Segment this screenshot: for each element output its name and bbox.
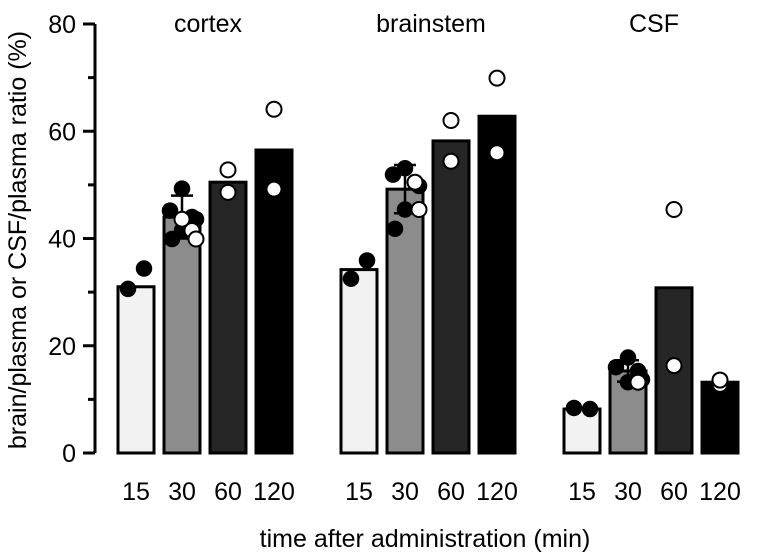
data-point-open <box>219 161 237 179</box>
y-tick-label: 0 <box>62 440 76 468</box>
data-point-open <box>442 112 460 130</box>
data-point-filled <box>384 166 402 183</box>
group-title: CSF <box>629 10 679 38</box>
x-tick-label: 30 <box>391 478 419 506</box>
data-point-filled <box>342 270 360 287</box>
data-point-filled <box>565 399 583 417</box>
axes: 0 20 40 60 80 <box>48 11 97 468</box>
x-tick-label: 60 <box>437 478 465 506</box>
data-point-open <box>665 357 683 375</box>
data-point-filled <box>386 220 404 238</box>
bar <box>339 268 379 455</box>
bar <box>162 215 202 455</box>
data-point-open <box>406 173 424 191</box>
data-point-open <box>265 100 283 118</box>
x-tick-label: 30 <box>614 478 642 506</box>
x-tick-label: 15 <box>568 478 596 506</box>
data-point-open <box>488 144 506 162</box>
y-tick-label: 80 <box>48 11 76 39</box>
data-point-filled <box>163 230 181 248</box>
chart-marks: cortex 15 30 60 120 brainstem 15 30 60 120 CSF 15 30… <box>116 10 741 506</box>
data-point-filled <box>607 358 625 376</box>
x-tick-label: 60 <box>214 478 242 506</box>
bar <box>562 407 602 455</box>
data-point-filled <box>173 180 191 197</box>
data-point-open <box>187 230 205 248</box>
x-tick-label: 120 <box>476 478 518 506</box>
data-point-filled <box>358 252 376 269</box>
x-tick-label: 60 <box>660 478 688 506</box>
data-point-filled <box>581 400 599 418</box>
x-tick-label: 120 <box>699 478 741 506</box>
bar <box>116 285 156 455</box>
group-title: cortex <box>174 10 243 38</box>
data-point-open <box>488 69 506 87</box>
bar <box>254 148 294 455</box>
bar <box>208 180 248 455</box>
x-tick-label: 15 <box>345 478 373 506</box>
data-point-open <box>219 183 237 201</box>
x-tick-label: 120 <box>253 478 295 506</box>
bar <box>431 139 471 455</box>
data-point-filled <box>161 202 179 219</box>
data-point-open <box>629 373 647 391</box>
group-title: brainstem <box>376 10 486 38</box>
x-tick-label: 30 <box>168 478 196 506</box>
data-point-open <box>265 180 283 198</box>
data-point-open <box>173 210 191 228</box>
data-point-open <box>711 371 729 389</box>
x-tick-label: 15 <box>122 478 150 506</box>
data-point-filled <box>119 280 137 298</box>
data-point-filled <box>135 260 153 277</box>
data-point-open <box>442 152 460 170</box>
y-tick-label: 20 <box>48 333 76 361</box>
y-tick-label: 40 <box>48 226 76 254</box>
bar <box>477 114 517 455</box>
data-point-open <box>410 201 428 219</box>
y-axis-label: brain/plasma or CSF/plasma ratio (%) <box>4 31 32 449</box>
bar <box>700 380 740 455</box>
y-tick-label: 60 <box>48 118 76 146</box>
data-point-filled <box>396 201 414 218</box>
data-point-filled <box>619 349 637 366</box>
data-point-open <box>665 201 683 219</box>
x-axis-label: time after administration (min) <box>260 525 591 553</box>
